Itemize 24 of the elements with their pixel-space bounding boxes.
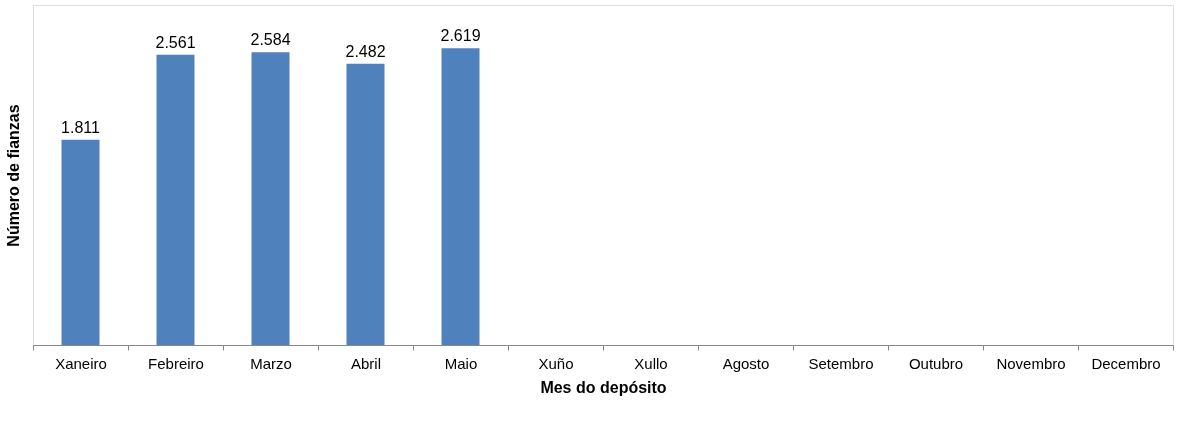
x-tick-label: Maio	[444, 354, 478, 372]
x-tick-label: Novembro	[996, 354, 1066, 372]
x-tick-label: Agosto	[722, 354, 770, 372]
x-tick-label: Setembro	[808, 354, 874, 372]
x-tick-label: Xaneiro	[55, 354, 107, 372]
x-tick-label: Febreiro	[148, 354, 204, 372]
data-label: 1.811	[61, 118, 101, 136]
x-tick-label: Abril	[350, 354, 382, 372]
x-tick-label: Xullo	[634, 354, 668, 372]
bar	[156, 54, 195, 345]
data-label: 2.584	[250, 31, 291, 49]
bar	[61, 139, 100, 345]
x-tick-label: Decembro	[1091, 354, 1161, 372]
x-tick-label: Marzo	[250, 354, 292, 372]
data-label: 2.561	[155, 33, 196, 51]
x-axis-title: Mes do depósito	[540, 378, 667, 396]
bar	[251, 52, 290, 345]
bar	[441, 48, 480, 345]
data-label: 2.619	[440, 27, 481, 45]
data-label: 2.482	[345, 42, 386, 60]
x-tick-label: Xuño	[538, 354, 574, 372]
bar	[346, 63, 385, 345]
y-axis-title: Número de fianzas	[4, 104, 22, 247]
x-tick-label: Outubro	[908, 354, 964, 372]
